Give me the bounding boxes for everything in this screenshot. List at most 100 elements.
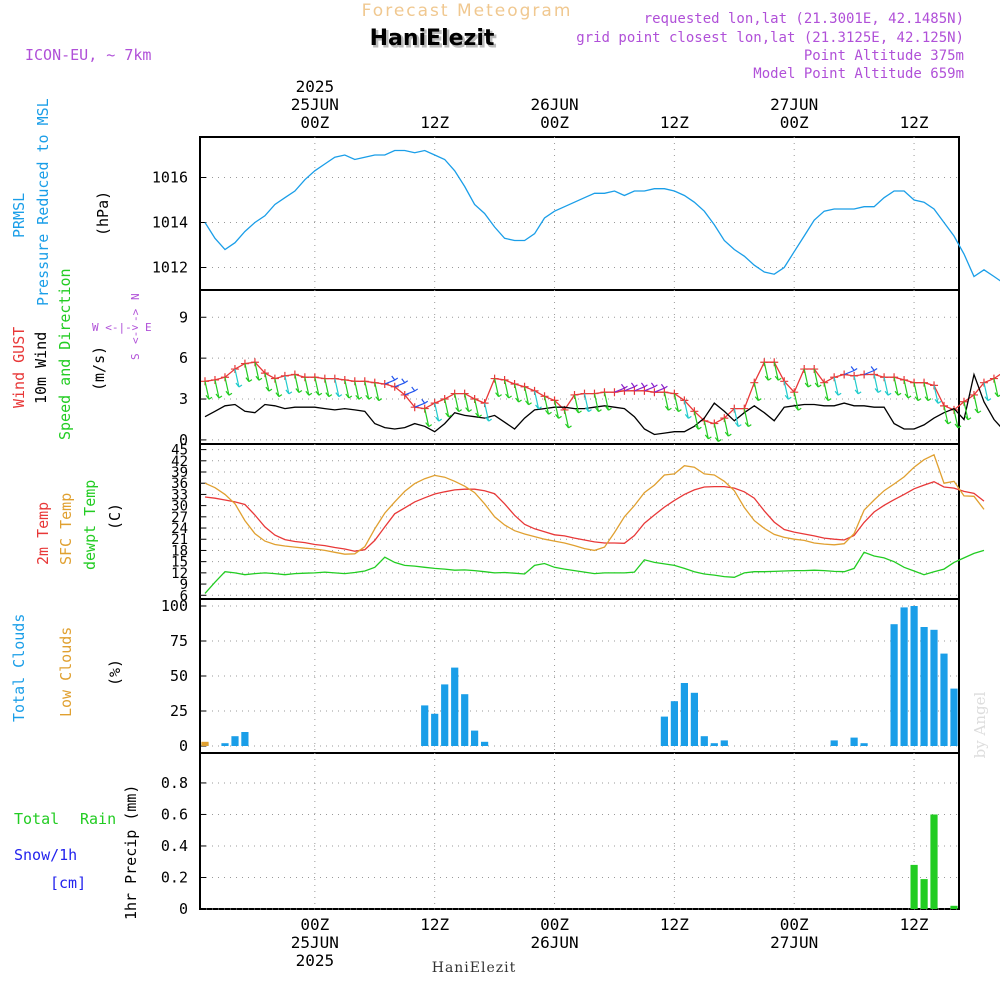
rain-bar [930, 814, 938, 909]
wind-direction-arrow [893, 377, 902, 396]
wind-direction-arrow [903, 379, 912, 399]
wind-direction-arrow [983, 382, 992, 402]
panel-frame [199, 136, 960, 291]
y-tick-label: 27 [171, 510, 188, 526]
wind-labels: Wind GUST 10m Wind Speed and Direction (… [10, 268, 152, 440]
y-tick-label: 36 [171, 476, 188, 492]
bottom-time-label: 12Z [660, 915, 689, 934]
wind-direction-arrow [693, 411, 702, 430]
wind-direction-arrow [274, 378, 283, 398]
gust-point [390, 382, 399, 391]
cloud-ylabel: (%) [106, 659, 124, 686]
total-clouds-bar [850, 737, 858, 746]
y-tick-label: 100 [161, 597, 188, 615]
model-label: ICON-EU, ~ 7km [25, 46, 151, 64]
wind-direction-arrow [484, 402, 492, 422]
sfc-temp-line [204, 453, 985, 555]
compass-arrow-up: -> [129, 308, 142, 322]
wind-direction-arrow [713, 423, 722, 443]
total-clouds-bar [241, 732, 249, 746]
y-tick-label: 0.2 [161, 868, 188, 886]
wind-direction-arrow [464, 393, 472, 413]
y-tick-label: 12 [171, 566, 188, 582]
wind-direction-arrow [334, 378, 343, 398]
wind-direction-arrow [414, 398, 429, 408]
pressure-label-prmsl: PRMSL [10, 193, 28, 238]
low-clouds-bar [201, 741, 209, 746]
y-tick-label: 33 [171, 487, 188, 503]
top-time-label: 12Z [900, 113, 929, 132]
temp-label-dewpt: dewpt Temp [81, 480, 99, 570]
top-time-label: 12Z [660, 113, 689, 132]
total-clouds-bar [471, 730, 479, 746]
y-tick-label: 1014 [152, 214, 188, 232]
wind-direction-arrow [823, 382, 832, 402]
wind-direction-arrow [873, 374, 882, 393]
y-tick-label: 3 [179, 390, 188, 408]
gust-point [410, 403, 419, 412]
wind-direction-arrow [603, 392, 612, 411]
panel-precipitation: 0 0.2 0.4 0.6 0.8 [161, 752, 960, 918]
precip-ylabel: 1hr Precip (mm) [122, 785, 140, 920]
gust-point [860, 370, 869, 379]
gust-point [840, 370, 849, 379]
gust-point [400, 390, 409, 399]
wind-direction-arrow [923, 382, 932, 402]
top-time-label: 12Z [420, 113, 449, 132]
wind-direction-arrow [634, 382, 648, 392]
wind-direction-arrow [573, 394, 582, 414]
wind-direction-arrow [793, 392, 802, 411]
top-time-label: 2025 [296, 77, 335, 96]
wind-direction-arrow [953, 409, 962, 429]
y-tick-label: 9 [179, 308, 188, 326]
compass-s: S [129, 353, 142, 360]
bottom-time-label: 00Z [540, 915, 569, 934]
y-tick-label: 9 [180, 577, 188, 593]
rain-bar [920, 879, 928, 909]
wind-direction-arrow [543, 396, 552, 415]
wind-direction-arrow [644, 382, 658, 392]
total-clouds-bar [940, 653, 948, 746]
wind-direction-arrow [933, 385, 942, 404]
compass-we: W <-|-> E [92, 321, 152, 334]
y-tick-label: 24 [171, 521, 188, 537]
bottom-time-label: 27JUN [770, 933, 818, 952]
wind-direction-arrow [863, 366, 878, 376]
wind-direction-arrow [444, 398, 453, 418]
total-clouds-bar [930, 629, 938, 746]
panel-frame [199, 289, 960, 445]
grid-point-coords: grid point closest lon,lat (21.3125E, 42… [576, 30, 964, 46]
total-clouds-bar [680, 683, 688, 746]
bottom-time-label: 00Z [780, 915, 809, 934]
wind-label-gust: Wind GUST [10, 327, 28, 408]
temp-labels: 2m Temp SFC Temp dewpt Temp (C) [34, 480, 124, 570]
wind-direction-arrow [654, 383, 668, 393]
total-clouds-bar [890, 624, 898, 746]
total-clouds-bar [421, 705, 429, 746]
bottom-time-label: 00Z [300, 915, 329, 934]
total-clouds-bar [451, 667, 459, 746]
top-time-label: 00Z [780, 113, 809, 132]
pressure-label-desc: Pressure Reduced to MSL [34, 98, 52, 306]
total-clouds-bar [481, 741, 489, 746]
y-tick-label: 18 [171, 543, 188, 559]
y-tick-label: 30 [171, 499, 188, 515]
wind-direction-arrow [204, 381, 213, 400]
wind-direction-arrow [973, 394, 982, 414]
y-tick-label: 0.8 [161, 774, 188, 792]
wind-direction-arrow [494, 378, 502, 398]
y-tick-label: 15 [171, 555, 188, 571]
panel-prmsl: 1012 1014 1016 [152, 136, 1000, 291]
precip-label-cm: [cm] [50, 874, 86, 892]
y-tick-label: 0 [179, 737, 188, 755]
wind-direction-arrow [673, 393, 682, 413]
wind-direction-arrow [264, 373, 273, 392]
temp-ylabel: (C) [106, 503, 124, 530]
y-tick-label: 42 [171, 454, 188, 470]
wind-direction-arrow [344, 379, 353, 399]
total-clouds-bar [720, 740, 728, 746]
y-tick-label: 25 [170, 702, 188, 720]
